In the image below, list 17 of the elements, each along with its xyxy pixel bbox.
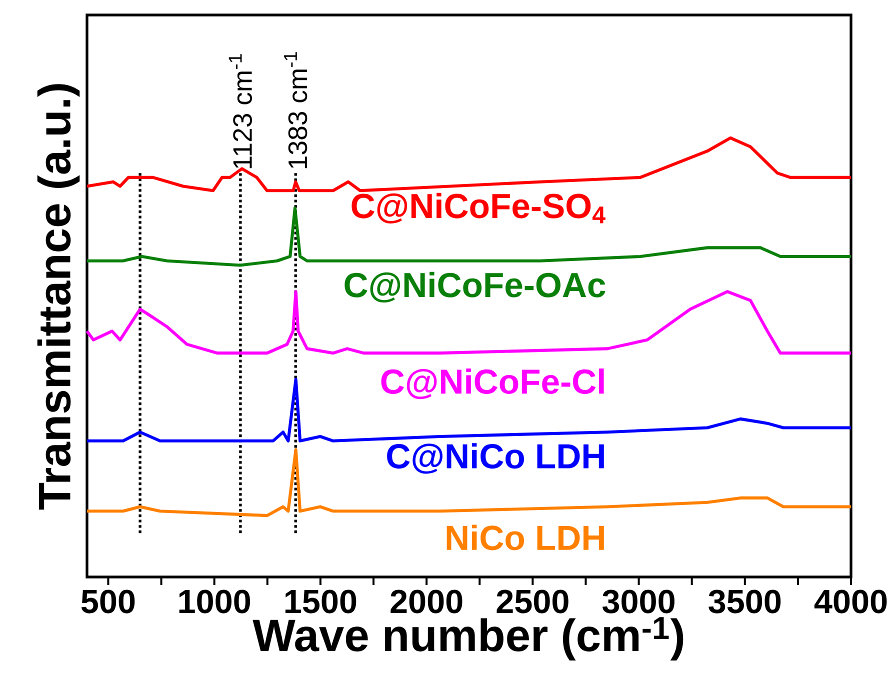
ref-line-label: 1123 cm$^{-1}$ [228,54,252,168]
x-tick-label: 3000 [602,590,674,614]
ref-line-label: 1383 cm$^{-1}$ [284,52,308,168]
series-label: C@NiCoFe-OAc [344,272,606,303]
series-label: C@NiCo LDH [387,443,604,474]
x-tick-label: 2000 [390,590,462,614]
x-tick-label: 4000 [814,590,887,614]
x-tick-label: 3500 [708,590,781,614]
x-tick-label: 1500 [285,590,356,614]
x-tick-label: 2500 [496,590,568,614]
x-axis-title: Wave number (cm$^{-1}$) [252,617,684,660]
series-label: NiCo LDH [446,524,604,550]
x-tick-label: 500 [81,590,135,614]
series-label: C@NiCoFe-SO$_{4}$ [352,192,606,224]
series-label: C@NiCoFe-Cl [381,368,604,400]
x-tick-label: 1000 [179,590,250,614]
y-axis-title: Transmittance (a.u.) [37,84,80,510]
